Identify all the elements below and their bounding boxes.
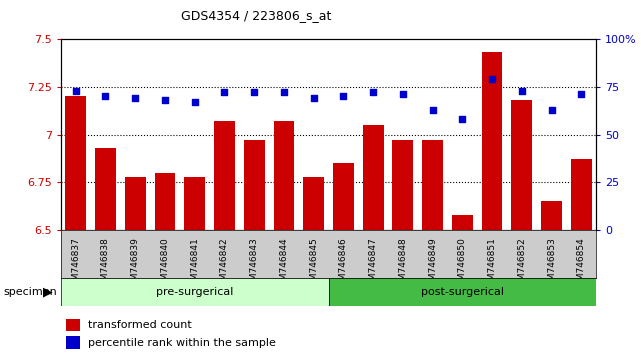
Bar — [61, 278, 328, 306]
Text: GSM746840: GSM746840 — [160, 237, 169, 292]
Bar — [65, 96, 86, 230]
Point — [190, 99, 200, 105]
Point — [160, 97, 170, 103]
Point — [517, 88, 527, 93]
Text: GSM746839: GSM746839 — [131, 237, 140, 292]
Text: GSM746846: GSM746846 — [339, 237, 348, 292]
Point — [338, 93, 349, 99]
Bar — [125, 177, 146, 230]
Bar — [244, 140, 265, 230]
Bar — [481, 52, 503, 230]
Text: GSM746847: GSM746847 — [369, 237, 378, 292]
Text: GSM746850: GSM746850 — [458, 237, 467, 292]
Text: transformed count: transformed count — [88, 320, 192, 330]
Bar — [541, 201, 562, 230]
Text: GSM746841: GSM746841 — [190, 237, 199, 292]
Text: GSM746854: GSM746854 — [577, 237, 586, 292]
Point — [249, 90, 260, 95]
Bar — [328, 278, 596, 306]
Bar — [274, 121, 294, 230]
Point — [457, 116, 467, 122]
Bar — [185, 177, 205, 230]
Point — [71, 88, 81, 93]
Text: GSM746849: GSM746849 — [428, 237, 437, 292]
Point — [308, 95, 319, 101]
Point — [397, 92, 408, 97]
Bar — [333, 163, 354, 230]
Text: GSM746852: GSM746852 — [517, 237, 526, 292]
Point — [279, 90, 289, 95]
Bar — [66, 319, 79, 331]
Bar — [571, 159, 592, 230]
Text: GSM746844: GSM746844 — [279, 237, 288, 292]
Text: GSM746838: GSM746838 — [101, 237, 110, 292]
Text: GSM746843: GSM746843 — [250, 237, 259, 292]
Bar — [363, 125, 383, 230]
Point — [101, 93, 111, 99]
Bar — [452, 215, 472, 230]
Text: GSM746848: GSM746848 — [398, 237, 407, 292]
Point — [546, 107, 556, 113]
Text: post-surgerical: post-surgerical — [421, 287, 504, 297]
Bar — [303, 177, 324, 230]
Bar — [422, 140, 443, 230]
Text: GSM746851: GSM746851 — [488, 237, 497, 292]
Bar — [66, 336, 79, 349]
Point — [428, 107, 438, 113]
Text: GDS4354 / 223806_s_at: GDS4354 / 223806_s_at — [181, 9, 331, 22]
Text: specimen: specimen — [3, 287, 57, 297]
Text: percentile rank within the sample: percentile rank within the sample — [88, 338, 276, 348]
Point — [219, 90, 229, 95]
Text: GSM746837: GSM746837 — [71, 237, 80, 292]
Point — [130, 95, 140, 101]
Text: ▶: ▶ — [43, 286, 53, 298]
Bar — [154, 173, 176, 230]
Bar — [512, 100, 532, 230]
Point — [487, 76, 497, 82]
Text: pre-surgerical: pre-surgerical — [156, 287, 233, 297]
Text: GSM746845: GSM746845 — [309, 237, 318, 292]
Bar — [95, 148, 116, 230]
Text: GSM746853: GSM746853 — [547, 237, 556, 292]
Text: GSM746842: GSM746842 — [220, 237, 229, 292]
Bar — [214, 121, 235, 230]
Bar — [392, 140, 413, 230]
Point — [368, 90, 378, 95]
Point — [576, 92, 587, 97]
